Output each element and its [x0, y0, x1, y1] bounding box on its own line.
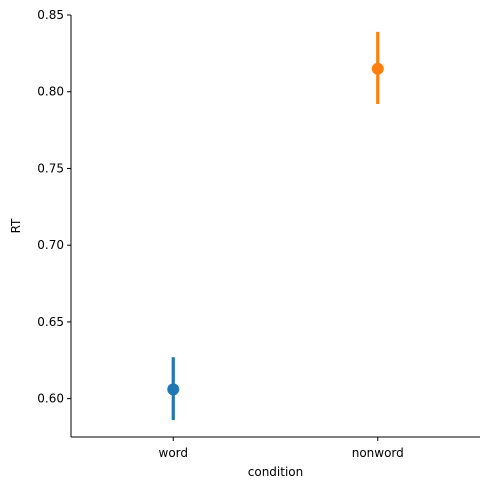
y-tick-label: 0.70 — [37, 238, 64, 252]
x-axis-title: condition — [248, 465, 303, 479]
y-axis-ticks: 0.60 0.65 0.70 0.75 0.80 0.85 — [37, 8, 71, 406]
y-tick-label: 0.75 — [37, 161, 64, 175]
y-tick-label: 0.80 — [37, 85, 64, 99]
point-word — [167, 383, 180, 396]
y-tick-label: 0.85 — [37, 8, 64, 22]
y-tick-label: 0.65 — [37, 315, 64, 329]
x-tick-label-word: word — [159, 446, 189, 460]
plot-marks — [167, 31, 384, 421]
x-tick-label-nonword: nonword — [352, 446, 404, 460]
x-axis-ticks: word nonword — [159, 437, 404, 460]
y-tick-label: 0.60 — [37, 392, 64, 406]
point-nonword — [371, 62, 384, 75]
y-axis-title: RT — [9, 218, 23, 233]
